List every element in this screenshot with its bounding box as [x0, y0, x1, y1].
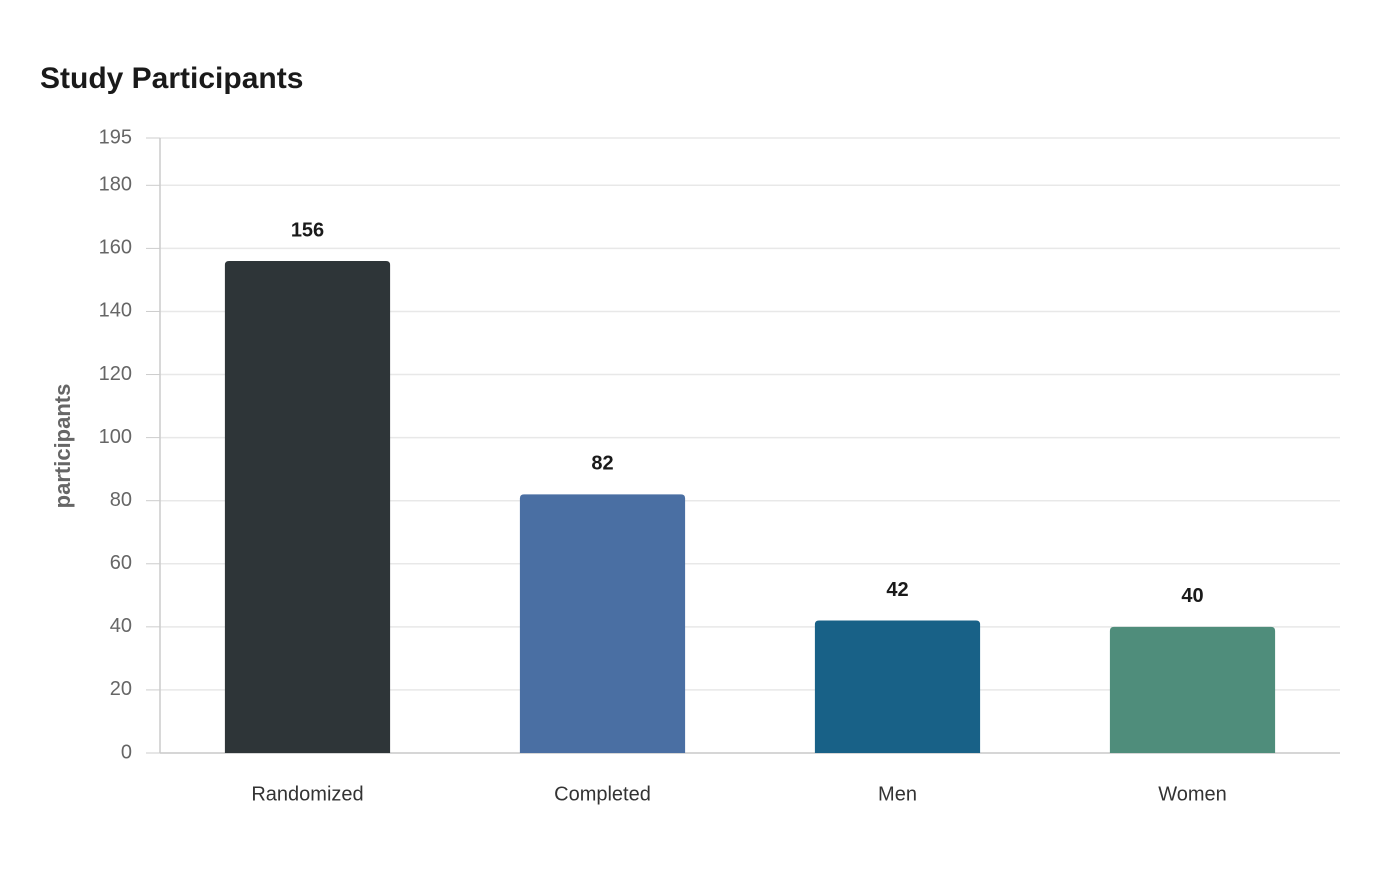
- y-tick-label: 120: [99, 363, 132, 385]
- bar: [224, 261, 391, 753]
- y-tick-label: 20: [110, 678, 132, 700]
- y-tick-label: 80: [110, 489, 132, 511]
- y-tick-label: 100: [99, 426, 132, 448]
- x-tick-label: Women: [1158, 783, 1227, 805]
- x-tick-label: Randomized: [251, 783, 363, 805]
- y-axis-label: participants: [50, 384, 75, 509]
- y-tick-label: 60: [110, 552, 132, 574]
- value-label: 40: [1181, 585, 1203, 607]
- bar: [814, 620, 981, 753]
- chart-title: Study Participants: [40, 62, 303, 95]
- x-tick-label: Men: [878, 783, 917, 805]
- y-tick-label: 0: [121, 741, 132, 763]
- y-tick-label: 195: [99, 126, 132, 148]
- x-tick-label: Completed: [554, 783, 651, 805]
- value-label: 42: [886, 579, 908, 601]
- bar: [519, 494, 686, 753]
- y-tick-label: 140: [99, 300, 132, 322]
- y-tick-label: 180: [99, 174, 132, 196]
- bar: [1109, 626, 1276, 753]
- value-label: 82: [591, 453, 613, 475]
- value-label: 156: [291, 219, 324, 241]
- y-tick-label: 40: [110, 615, 132, 637]
- y-tick-label: 160: [99, 237, 132, 259]
